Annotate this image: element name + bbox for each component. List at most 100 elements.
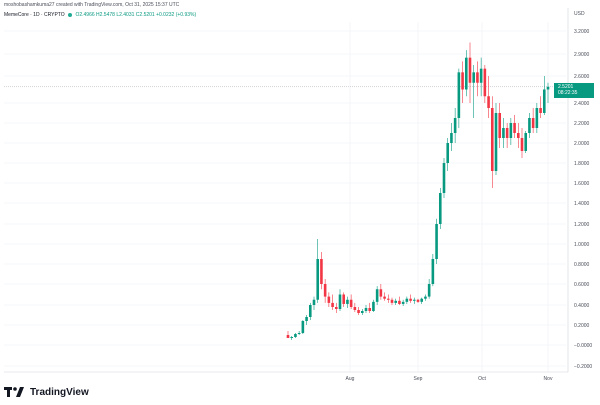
candle (379, 284, 383, 300)
candle (468, 42, 472, 103)
candle (502, 118, 505, 148)
candle-body (453, 118, 457, 133)
candle-body (542, 89, 546, 113)
ohlc-high: H2.5478 (96, 12, 115, 18)
candle-body (487, 96, 490, 108)
candle (316, 239, 320, 303)
candle (435, 218, 438, 264)
candle (368, 302, 372, 313)
candle (438, 188, 442, 229)
candle-body (483, 68, 487, 97)
candle-body (405, 298, 409, 302)
candle-body (464, 57, 468, 90)
y-tick-label: 0.6000 (574, 282, 590, 288)
candle-body (294, 334, 297, 337)
x-tick-label: Oct (478, 376, 486, 382)
candle (308, 302, 312, 320)
candle (375, 286, 379, 305)
candle-body (372, 301, 375, 311)
candle (364, 305, 368, 313)
candle-body (420, 298, 424, 302)
y-tick-label: 0.2000 (574, 323, 590, 329)
candle (327, 292, 331, 307)
candle-body (446, 143, 450, 163)
candle-body (457, 72, 461, 118)
candle-body (435, 224, 438, 259)
candle-body (513, 123, 516, 133)
candle-body (349, 299, 353, 307)
candle-body (476, 72, 479, 83)
candle (476, 61, 479, 97)
candle-body (334, 307, 338, 309)
candle-body (375, 289, 379, 302)
candle (479, 57, 483, 97)
ohlc-close: C2.5201 (135, 12, 155, 18)
candle-body (461, 72, 464, 90)
ohlc-open: 2.4966 (79, 12, 95, 18)
candle-body (502, 128, 505, 138)
candle-body (531, 118, 535, 128)
candle-body (546, 86, 550, 90)
candle (461, 61, 464, 103)
candle (546, 82, 550, 103)
brand-logo[interactable]: TradingView (4, 386, 89, 398)
candle (516, 123, 520, 148)
candle (286, 331, 290, 338)
candle-body (312, 299, 316, 305)
candle (509, 118, 513, 145)
brand-name: TradingView (30, 386, 89, 398)
candle-body (409, 298, 412, 301)
candle (542, 76, 546, 115)
candle (342, 292, 346, 307)
candle-body (516, 133, 520, 138)
candle (320, 252, 323, 290)
candle (427, 279, 431, 299)
candle-body (338, 294, 342, 309)
candle-body (412, 299, 416, 301)
candle (372, 299, 375, 312)
candle (346, 296, 349, 308)
y-tick-label: 2.2000 (574, 121, 590, 127)
y-tick-label: 2.9000 (574, 52, 590, 58)
candle-body (346, 299, 349, 304)
candle-body (327, 296, 331, 303)
candle (431, 254, 435, 287)
y-tick-label: 0.8000 (574, 262, 590, 268)
candle-body (539, 108, 542, 113)
candle (535, 103, 539, 133)
candle (398, 296, 401, 305)
candle (531, 108, 535, 133)
candle (294, 333, 297, 338)
candle-body (416, 299, 420, 302)
candle (528, 113, 531, 138)
symbol-name: MemeCore · 1D · CRYPTO (4, 12, 65, 18)
candle (331, 294, 334, 310)
candle (464, 50, 468, 97)
candle-body (290, 337, 294, 338)
candle-body (301, 321, 305, 333)
candle-body (524, 133, 528, 151)
candle-body (379, 289, 383, 297)
candle-body (520, 138, 524, 151)
candle-body (297, 333, 301, 334)
candle-body (431, 259, 435, 284)
candle (457, 68, 461, 128)
candle-body (490, 108, 494, 171)
candle (349, 294, 353, 309)
candle-body (479, 68, 483, 83)
y-tick-label: 1.0000 (574, 242, 590, 248)
currency-label: USD (574, 11, 585, 17)
candle-body (450, 133, 453, 143)
ohlc-change: +0.0232 (+0.93%) (156, 12, 197, 18)
candle-body (438, 193, 442, 224)
candle (490, 96, 494, 188)
candle (494, 103, 498, 175)
candle (420, 297, 424, 304)
candle-body (342, 294, 346, 304)
candle (524, 131, 528, 153)
candle (357, 307, 360, 315)
last-price-badge: 2.5201 08:22:35 (554, 82, 594, 98)
candle (290, 336, 294, 340)
candle-body (316, 259, 320, 300)
